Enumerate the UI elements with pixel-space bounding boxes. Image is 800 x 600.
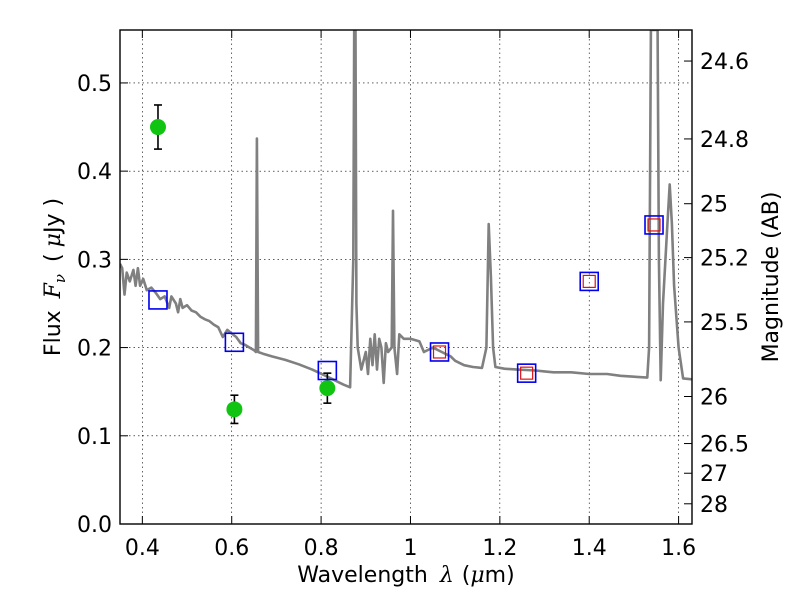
y-tick-label: 0.3	[77, 248, 112, 273]
y2-tick-label: 24.6	[700, 50, 749, 75]
observed-point	[319, 380, 336, 397]
y2-tick-label: 25.5	[700, 311, 749, 336]
model-point-blue	[148, 290, 168, 310]
y2-tick-label: 25.2	[700, 247, 749, 272]
y-axis-label: Flux Fν ( μJy )	[41, 198, 69, 356]
x-axis-label-symbol: λ	[439, 563, 454, 588]
x-tick-label: 1.2	[482, 536, 517, 561]
x-tick-label: 0.6	[214, 536, 249, 561]
y-tick-label: 0.1	[77, 425, 112, 450]
y-tick-label: 0.0	[77, 513, 112, 538]
y-axis-label-unit-mu: μ	[41, 233, 66, 247]
axis-ticks: 0.4 0.6 0.8 1 1.2 1.4 1.6 0.0 0.1 0.2 0.3 0.4 0.5 24.…	[77, 30, 749, 561]
x-axis-label-text: Wavelength	[297, 563, 428, 588]
x-axis-label-unit-mu: μ	[470, 563, 484, 588]
model-point-red	[647, 218, 661, 232]
data-series	[120, 30, 692, 425]
y-tick-label: 0.5	[77, 72, 112, 97]
y-tick-label: 0.4	[77, 160, 112, 185]
y-axis-label-unit-open: (	[41, 253, 66, 262]
x-axis-label-unit-open: (	[462, 563, 471, 588]
y-axis-label-subscript: ν	[51, 274, 69, 283]
x-tick-label: 1	[403, 536, 417, 561]
sed-spectrum-line	[120, 30, 692, 389]
y-axis-label-symbol: F	[41, 282, 66, 299]
y2-tick-label: 27	[700, 462, 728, 487]
model-point-blue	[429, 342, 450, 362]
y2-tick-label: 25	[700, 193, 728, 218]
y-tick-label: 0.2	[77, 337, 112, 362]
y-axis-label-prefix: Flux	[41, 310, 66, 356]
observed-point	[226, 401, 243, 418]
observed-point	[149, 119, 166, 136]
model-point-blue	[644, 215, 664, 235]
y2-tick-label: 28	[700, 493, 728, 518]
y-axis-label-unit-rest: Jy )	[41, 198, 66, 235]
model-point-blue	[579, 271, 600, 292]
model-point-blue	[224, 332, 245, 353]
x-axis-label-unit-rest: m)	[485, 563, 515, 588]
y2-tick-label: 26	[700, 385, 728, 410]
x-tick-label: 1.6	[661, 536, 696, 561]
model-point-red	[582, 274, 596, 289]
y2-axis-label: Magnitude (AB)	[759, 192, 784, 363]
y2-tick-label: 26.5	[700, 433, 749, 458]
x-tick-label: 0.8	[304, 536, 339, 561]
y2-tick-label: 24.8	[700, 128, 749, 153]
x-axis-label: Wavelength λ (μm)	[297, 563, 514, 588]
x-tick-label: 1.4	[572, 536, 607, 561]
model-point-blue	[516, 363, 537, 383]
model-point-red	[432, 345, 447, 359]
plot-frame	[119, 29, 693, 525]
model-point-blue	[317, 360, 338, 381]
x-tick-label: 0.4	[125, 536, 160, 561]
model-point-red	[520, 366, 534, 380]
